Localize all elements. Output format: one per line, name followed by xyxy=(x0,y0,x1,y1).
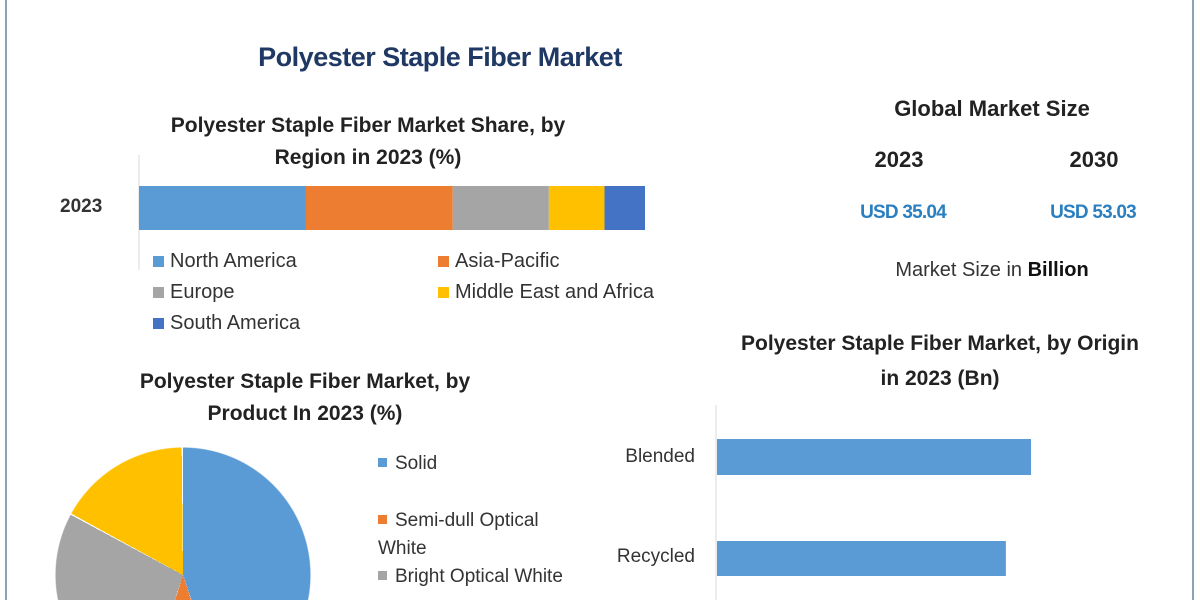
main-title: Polyester Staple Fiber Market xyxy=(258,42,622,72)
legend-swatch xyxy=(153,256,164,267)
market-value-2030: USD 53.03 xyxy=(1050,202,1137,223)
pie-legend-semi-dull: Semi-dull Optical White xyxy=(378,507,548,563)
origin-bar-recycled xyxy=(717,541,1006,576)
legend-label: Semi-dull Optical White xyxy=(378,510,539,559)
market-value-2023: USD 35.04 xyxy=(860,202,947,223)
legend-swatch xyxy=(438,256,449,267)
region-bar-segment-south-america xyxy=(604,186,645,230)
note-unit: Billion xyxy=(1027,259,1089,281)
legend-label: Europe xyxy=(170,281,235,303)
global-market-size-heading: Global Market Size xyxy=(894,96,1090,121)
legend-asia-pacific: Asia-Pacific xyxy=(438,250,559,273)
legend-swatch xyxy=(378,571,387,580)
origin-title-line2: in 2023 (Bn) xyxy=(880,367,1000,390)
note-prefix: Market Size in xyxy=(895,259,1028,281)
region-bar-segment-middle-east-and-africa xyxy=(548,186,605,230)
origin-category-recycled: Recycled xyxy=(616,546,695,567)
origin-chart-title: Polyester Staple Fiber Market, by Origin… xyxy=(640,326,1200,396)
legend-label: Middle East and Africa xyxy=(455,281,654,303)
region-bar-segment-asia-pacific xyxy=(305,186,453,230)
region-category-label: 2023 xyxy=(60,196,103,217)
region-title-line2: Region in 2023 (%) xyxy=(274,146,462,169)
market-size-unit-note: Market Size in Billion xyxy=(850,259,1134,282)
origin-bar-blended xyxy=(717,439,1031,475)
legend-label: Bright Optical White xyxy=(395,566,563,587)
region-title-line1: Polyester Staple Fiber Market Share, by xyxy=(170,114,566,137)
legend-north-america: North America xyxy=(153,250,297,273)
legend-swatch xyxy=(378,458,387,467)
legend-label: South America xyxy=(170,312,301,334)
product-title-line2: Product In 2023 (%) xyxy=(207,402,403,425)
region-bar-segment-europe xyxy=(452,186,549,230)
product-title-line1: Polyester Staple Fiber Market, by xyxy=(139,370,471,393)
legend-swatch xyxy=(378,515,387,524)
legend-swatch xyxy=(438,287,449,298)
year-2023: 2023 xyxy=(874,147,924,172)
region-bar-segment-north-america xyxy=(139,186,306,230)
frame-right-border xyxy=(1192,0,1194,600)
frame-left-border xyxy=(5,0,7,600)
pie-slice-unlabeled xyxy=(55,447,311,600)
legend-label: North America xyxy=(170,250,297,272)
pie-legend-bright-optical: Bright Optical White xyxy=(378,563,563,591)
pie-legend-solid: Solid xyxy=(378,450,548,478)
legend-europe: Europe xyxy=(153,281,235,304)
legend-south-america: South America xyxy=(153,312,300,335)
region-chart-title: Polyester Staple Fiber Market Share, by … xyxy=(118,110,618,174)
product-chart-title: Polyester Staple Fiber Market, by Produc… xyxy=(80,366,530,430)
legend-label: Solid xyxy=(395,453,438,474)
legend-swatch xyxy=(153,318,164,329)
legend-middle-east-africa: Middle East and Africa xyxy=(438,281,654,304)
legend-swatch xyxy=(153,287,164,298)
origin-category-blended: Blended xyxy=(625,446,695,467)
origin-title-line1: Polyester Staple Fiber Market, by Origin xyxy=(741,332,1139,355)
legend-label: Asia-Pacific xyxy=(455,250,560,272)
product-pie-chart xyxy=(55,447,311,600)
year-2030: 2030 xyxy=(1069,147,1119,172)
